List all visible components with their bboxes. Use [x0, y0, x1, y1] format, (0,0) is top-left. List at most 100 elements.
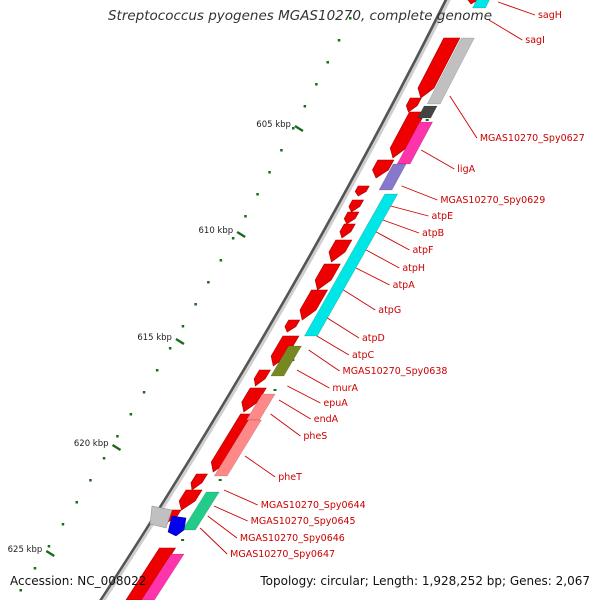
cog-block-4: [396, 121, 434, 165]
gene-label-MGAS10270_Spy0645: MGAS10270_Spy0645: [251, 516, 356, 527]
label-leader-line: [199, 527, 228, 555]
gene-track: [125, 0, 479, 600]
cog-block-3: [417, 105, 438, 119]
scale-dot: [244, 215, 247, 218]
gene-label-atpH: atpH: [402, 263, 425, 274]
label-leader-line: [207, 515, 238, 539]
gene-arrow-13: [284, 319, 301, 333]
scale-dot: [280, 149, 283, 152]
gene-arrow-19: [178, 489, 203, 511]
label-leader-line: [420, 149, 455, 170]
accession-text: Accession: NC_008022: [10, 574, 147, 588]
scale-dot: [102, 457, 106, 460]
scale-dot: [61, 523, 65, 526]
scale-tick-label: 625 kbp: [8, 545, 43, 555]
gene-arrow-9: [339, 223, 356, 239]
scale-dot: [89, 479, 92, 482]
map-title: Streptococcus pyogenes MGAS10270, comple…: [107, 8, 493, 24]
scale-dot: [349, 17, 352, 20]
scale-dot: [337, 39, 341, 42]
gene-label-sagI: sagI: [525, 35, 545, 46]
cog-track: [141, 0, 490, 600]
label-leader-line: [223, 489, 258, 506]
gene-arrow-12: [299, 289, 329, 321]
scale-dot: [326, 61, 329, 64]
gene-label-atpD: atpD: [362, 333, 385, 344]
label-leader-line: [382, 219, 420, 234]
scale-tick-mark: [236, 230, 246, 239]
cog-block-11: [141, 553, 185, 600]
gene-label-MGAS10270_Spy0647: MGAS10270_Spy0647: [230, 549, 335, 560]
gene-blue-arrow: [167, 515, 187, 537]
scale-dot: [116, 435, 119, 438]
cog-block-9: [213, 419, 262, 477]
label-leader-line: [308, 349, 340, 372]
label-leader-line: [401, 185, 438, 201]
scale-ticks: 605 kbp 610 kbp 615 kbp 620 kbp 625 kbp: [8, 120, 304, 558]
label-leader-line: [488, 19, 523, 41]
label-leader-line: [327, 317, 360, 339]
label-leader-line: [449, 95, 478, 139]
scale-tick-label: 605 kbp: [256, 120, 291, 130]
gene-label-MGAS10270_Spy0627: MGAS10270_Spy0627: [480, 133, 585, 144]
scale-dot: [19, 589, 22, 592]
gene-arrow-16: [241, 387, 267, 413]
cog-block-2: [426, 37, 475, 105]
label-leader-line: [376, 231, 410, 251]
cog-block-10: [181, 491, 220, 531]
label-leader-line: [497, 1, 536, 16]
scale-dot: [219, 259, 223, 262]
label-leader-line: [296, 369, 330, 389]
scale-dot: [47, 545, 51, 548]
gene-label-pheT: pheT: [278, 472, 302, 483]
gene-label-endA: endA: [314, 414, 339, 425]
scale-dot: [207, 281, 210, 284]
scale-dot: [268, 171, 271, 174]
gene-label-ligA: ligA: [457, 164, 475, 175]
backbone-inner-line: [102, 0, 451, 600]
gene-label-atpG: atpG: [378, 305, 401, 316]
cog-block-7: [270, 345, 302, 377]
scale-dot: [181, 325, 185, 328]
gene-label-MGAS10270_Spy0629: MGAS10270_Spy0629: [440, 195, 545, 206]
gene-label-MGAS10270_Spy0638: MGAS10270_Spy0638: [343, 366, 448, 377]
gene-arrow-2: [417, 37, 461, 99]
scale-dot: [129, 413, 133, 416]
scale-dot: [292, 127, 295, 130]
gene-arrow-6: [354, 185, 370, 197]
gene-label-atpE: atpE: [432, 211, 454, 222]
cog-dot: [273, 389, 277, 391]
gene-label-sagH: sagH: [538, 10, 562, 21]
gene-arrow-21: [125, 547, 177, 600]
gene-label-pheS: pheS: [303, 431, 327, 442]
gene-arrow-15: [253, 369, 271, 387]
scale-tick-mark: [45, 549, 55, 558]
cog-dot: [218, 479, 222, 481]
gene-label-atpB: atpB: [422, 228, 444, 239]
scale-dot: [231, 237, 235, 240]
scale-tick-mark: [111, 443, 122, 452]
gene-arrow-3: [405, 97, 422, 113]
backbone-outer-line: [99, 0, 448, 600]
scale-tick-mark: [294, 124, 304, 133]
scale-tick-label: 615 kbp: [137, 333, 172, 343]
gene-arrow-7: [348, 199, 365, 213]
scale-dot: [315, 83, 318, 86]
label-leader-line: [270, 413, 301, 437]
label-leader-line: [390, 205, 429, 217]
scale-tick-label: 610 kbp: [199, 226, 234, 236]
cog-block-5: [378, 163, 407, 191]
gene-label-MGAS10270_Spy0646: MGAS10270_Spy0646: [240, 533, 345, 544]
label-leader-line: [355, 267, 390, 286]
gene-arrow-10: [328, 239, 353, 263]
label-leader-line: [365, 249, 400, 269]
scale-dot: [194, 303, 197, 306]
gene-label-murA: murA: [332, 383, 358, 394]
scale-tick-mark: [175, 337, 185, 346]
scale-dot: [33, 567, 37, 570]
gene-label-atpA: atpA: [393, 280, 416, 291]
cog-dot: [181, 539, 185, 541]
label-leader-line: [213, 505, 248, 522]
